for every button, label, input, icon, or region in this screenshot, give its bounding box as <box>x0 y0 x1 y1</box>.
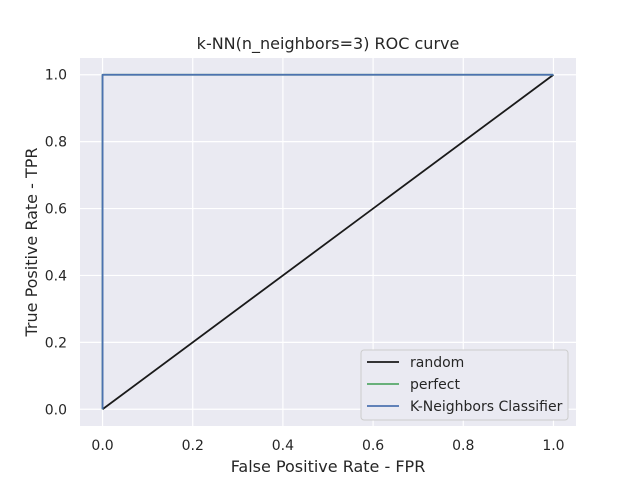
series-random <box>102 74 554 410</box>
legend: random perfect K-Neighbors Classifier <box>360 349 569 421</box>
legend-label-random: random <box>410 355 464 371</box>
x-axis-label: False Positive Rate - FPR <box>231 457 426 476</box>
legend-label-k-neighbors: K-Neighbors Classifier <box>410 399 563 415</box>
grid <box>80 58 576 426</box>
y-tick-label: 1.0 <box>45 68 67 84</box>
series-k-neighbors <box>101 73 554 410</box>
x-tick-label: 0.8 <box>452 438 474 454</box>
x-tick-label: 1.0 <box>542 438 564 454</box>
x-tick-label: 0.0 <box>91 438 113 454</box>
x-ticks: 0.0 0.2 0.4 0.6 0.8 1.0 <box>91 438 564 454</box>
y-tick-label: 0.6 <box>45 202 67 218</box>
y-tick-label: 0.8 <box>45 135 67 151</box>
y-axis-label: True Positive Rate - TPR <box>22 147 41 337</box>
y-tick-label: 0.0 <box>45 402 67 418</box>
y-tick-label: 0.2 <box>45 335 67 351</box>
y-tick-label: 0.4 <box>45 268 67 284</box>
legend-box <box>360 349 569 421</box>
series-layer <box>101 73 554 410</box>
x-tick-label: 0.4 <box>272 438 294 454</box>
legend-label-perfect: perfect <box>410 377 460 393</box>
x-tick-label: 0.6 <box>362 438 384 454</box>
chart-title: k-NN(n_neighbors=3) ROC curve <box>197 34 460 54</box>
x-tick-label: 0.2 <box>182 438 204 454</box>
y-ticks: 0.0 0.2 0.4 0.6 0.8 1.0 <box>45 68 67 419</box>
